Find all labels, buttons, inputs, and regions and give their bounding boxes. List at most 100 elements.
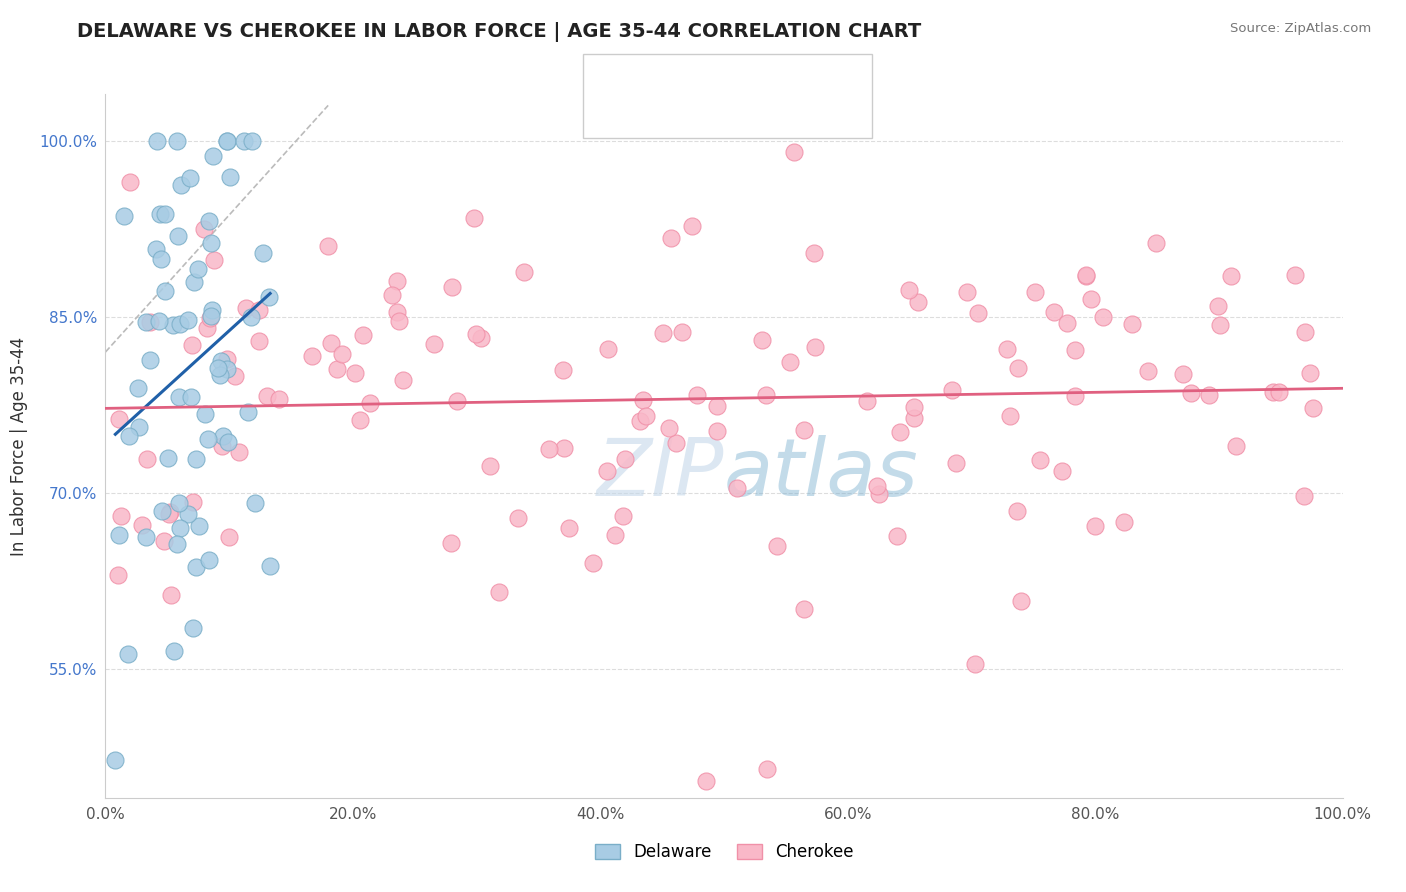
Cherokee (1268, 384, 1291, 399)
Delaware (139, 352, 162, 367)
Cherokee (1064, 389, 1087, 403)
Cherokee (1029, 453, 1052, 467)
Delaware (117, 648, 139, 662)
Cherokee (349, 413, 371, 427)
Delaware (163, 644, 186, 658)
Delaware (167, 390, 190, 404)
Cherokee (1219, 269, 1241, 284)
Delaware (167, 496, 190, 510)
Cherokee (388, 314, 411, 328)
Cherokee (803, 246, 825, 260)
Delaware (149, 207, 172, 221)
Cherokee (440, 280, 463, 294)
Cherokee (1292, 489, 1315, 503)
Cherokee (160, 589, 183, 603)
Cherokee (907, 294, 929, 309)
Cherokee (995, 342, 1018, 356)
Cherokee (107, 567, 129, 582)
Cherokee (779, 355, 801, 369)
Cherokee (856, 393, 879, 408)
Cherokee (110, 508, 132, 523)
Delaware (240, 134, 263, 148)
Cherokee (1091, 310, 1114, 324)
Delaware (177, 507, 200, 521)
Cherokee (725, 481, 748, 495)
Cherokee (385, 274, 408, 288)
Cherokee (1084, 518, 1107, 533)
Cherokee (756, 762, 779, 776)
Cherokee (553, 363, 575, 377)
Cherokee (803, 340, 825, 354)
Delaware (200, 235, 222, 250)
Cherokee (966, 306, 988, 320)
Cherokee (157, 507, 180, 521)
Delaware (148, 314, 170, 328)
Cherokee (783, 145, 806, 159)
Cherokee (440, 536, 463, 550)
Delaware (128, 420, 150, 434)
Text: R =: R = (630, 55, 669, 73)
Delaware (153, 207, 176, 221)
Delaware (155, 284, 177, 298)
Cherokee (751, 333, 773, 347)
Delaware (198, 213, 221, 227)
Cherokee (1294, 325, 1316, 339)
Cherokee (1171, 367, 1194, 381)
Cherokee (889, 425, 911, 439)
Cherokee (463, 211, 485, 226)
Delaware (201, 148, 224, 162)
Delaware (259, 290, 281, 304)
Delaware (209, 368, 232, 383)
Cherokee (1056, 316, 1078, 330)
Delaware (215, 134, 238, 148)
Cherokee (886, 529, 908, 543)
Cherokee (793, 602, 815, 616)
Cherokee (612, 508, 634, 523)
Delaware (217, 134, 239, 148)
Cherokee (352, 328, 374, 343)
Cherokee (1198, 388, 1220, 402)
Delaware (188, 519, 211, 533)
Cherokee (1263, 384, 1285, 399)
Text: atlas: atlas (724, 435, 920, 513)
Cherokee (470, 331, 492, 345)
Cherokee (1076, 268, 1098, 283)
Cherokee (301, 349, 323, 363)
Cherokee (866, 479, 889, 493)
Cherokee (636, 409, 658, 423)
Delaware (194, 407, 217, 421)
Cherokee (671, 326, 693, 340)
Cherokee (903, 400, 925, 414)
Cherokee (256, 389, 278, 403)
Delaware (217, 434, 239, 449)
Cherokee (193, 221, 215, 235)
Cherokee (215, 351, 238, 366)
Delaware (252, 246, 274, 260)
Cherokee (1064, 343, 1087, 358)
Cherokee (218, 530, 240, 544)
Cherokee (200, 311, 222, 326)
Delaware (259, 558, 281, 573)
Delaware (181, 621, 204, 635)
Cherokee (596, 464, 619, 478)
Cherokee (998, 409, 1021, 424)
Delaware (179, 171, 201, 186)
Delaware (104, 753, 127, 767)
Delaware (169, 317, 191, 331)
Cherokee (945, 456, 967, 470)
Delaware (169, 521, 191, 535)
Cherokee (107, 412, 129, 426)
Cherokee (868, 487, 890, 501)
Cherokee (1206, 299, 1229, 313)
Cherokee (558, 521, 581, 535)
Text: N =: N = (714, 100, 766, 118)
Cherokee (488, 585, 510, 599)
Delaware (180, 390, 202, 404)
Cherokee (603, 528, 626, 542)
Delaware (187, 262, 209, 277)
Text: 0.029: 0.029 (669, 100, 720, 118)
Cherokee (553, 441, 575, 455)
Cherokee (267, 392, 290, 407)
Cherokee (385, 305, 408, 319)
Cherokee (1208, 318, 1230, 333)
